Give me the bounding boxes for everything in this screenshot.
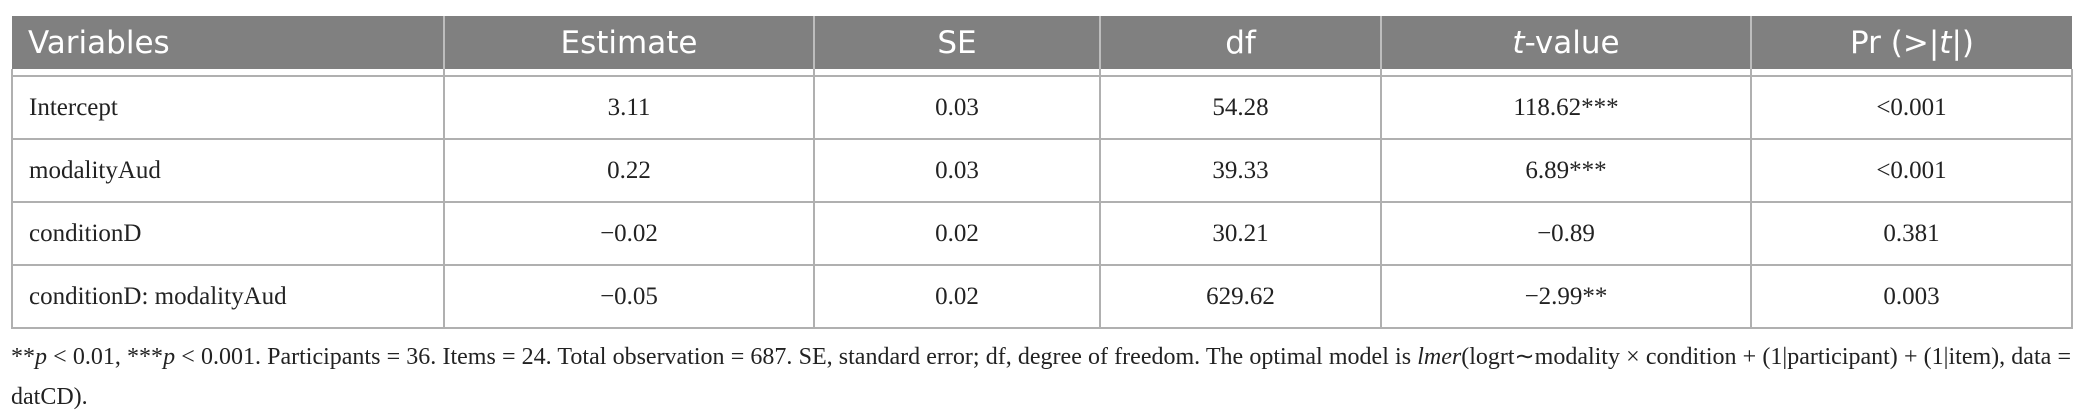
value-cell: 0.02 [813,201,1101,266]
value-cell: 3.11 [443,75,815,140]
text-segment: Variables [28,24,170,61]
value-cell: 629.62 [1099,264,1382,329]
value-cell: 0.03 [813,138,1101,203]
text-segment: -value [1524,24,1620,61]
header-row: Variables Estimate SE df t-value Pr (>|t|) [12,16,2072,69]
text-segment: t [1512,24,1525,61]
value-cell: <0.001 [1750,138,2073,203]
text-segment: t [1939,24,1952,61]
value-cell: −0.89 [1380,201,1752,266]
table-body: Intercept 3.11 0.03 54.28 118.62*** <0.001 mod… [11,69,2073,329]
variable-cell: conditionD: modalityAud [11,264,445,329]
regression-table: Variables Estimate SE df t-value Pr (>|t|) In… [11,16,2073,329]
header-cell: Variables [12,16,444,69]
text-segment: Estimate [560,24,698,61]
value-cell: 0.02 [813,264,1101,329]
header-cell: Estimate [443,16,814,69]
header-cell: SE [813,16,1100,69]
value-cell: 0.22 [443,138,815,203]
text-segment: p [35,344,47,370]
text-segment: df [1225,24,1256,61]
value-cell: −2.99** [1380,264,1752,329]
text-segment: (logrt∼modality × condition + (1|partici… [11,344,2071,410]
text-segment: lmer [1417,344,1462,370]
text-segment: < 0.01, *** [47,344,164,370]
text-segment: SE [937,24,977,61]
footnote: **p < 0.01, ***p < 0.001. Participants =… [11,337,2071,417]
variable-cell: Intercept [11,75,445,140]
value-cell: −0.05 [443,264,815,329]
header-cell: t-value [1380,16,1751,69]
header-cell: Pr (>|t|) [1750,16,2072,69]
table-row: modalityAud 0.22 0.03 39.33 6.89*** <0.001 [11,138,2073,203]
value-cell: 6.89*** [1380,138,1752,203]
variable-cell: conditionD [11,201,445,266]
value-cell: 54.28 [1099,75,1382,140]
header-cell: df [1099,16,1381,69]
text-segment: Pr (>| [1850,24,1940,61]
table-row: Intercept 3.11 0.03 54.28 118.62*** <0.001 [11,75,2073,140]
text-segment: p [163,344,176,370]
table-row: conditionD: modalityAud −0.05 0.02 629.62 −2… [11,264,2073,329]
variable-cell: modalityAud [11,138,445,203]
value-cell: 0.381 [1750,201,2073,266]
value-cell: 39.33 [1099,138,1382,203]
value-cell: <0.001 [1750,75,2073,140]
text-segment: ** [11,344,35,370]
value-cell: −0.02 [443,201,815,266]
value-cell: 0.003 [1750,264,2073,329]
value-cell: 30.21 [1099,201,1382,266]
text-segment: |) [1951,24,1974,61]
value-cell: 0.03 [813,75,1101,140]
table-row: conditionD −0.02 0.02 30.21 −0.89 0.381 [11,201,2073,266]
text-segment: < 0.001. Participants = 36. Items = 24. … [175,344,1418,370]
value-cell: 118.62*** [1380,75,1752,140]
